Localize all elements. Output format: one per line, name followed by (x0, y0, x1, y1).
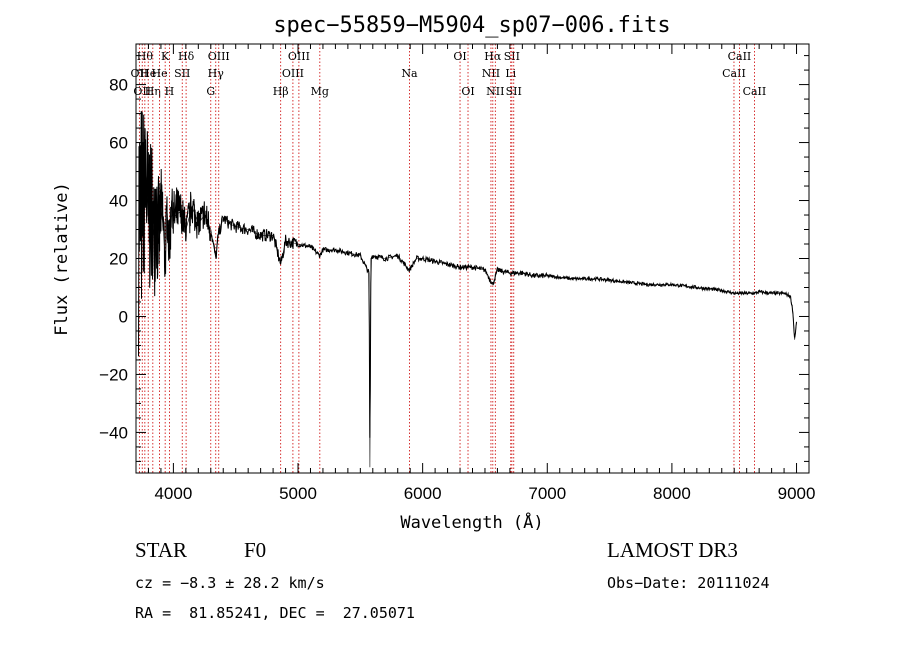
spectral-line-label: NII (482, 67, 500, 80)
y-tick-label: 60 (109, 134, 128, 153)
x-tick-label: 4000 (154, 484, 192, 503)
spectral-line-label: Hβ (273, 85, 289, 98)
spectral-line-label: CaII (743, 85, 767, 98)
spectral-line-label: NII (486, 85, 504, 98)
y-tick-label: 80 (109, 76, 128, 95)
y-tick-label: 40 (109, 192, 128, 211)
x-tick-label: 5000 (279, 484, 317, 503)
survey-name: LAMOST DR3 (607, 538, 738, 562)
spectral-line-label: Mg (311, 85, 329, 98)
spectral-line-label: CaII (722, 67, 746, 80)
spectrum-trace (210, 215, 797, 438)
spectral-line-label: Hα (484, 50, 502, 63)
spectral-line-markers: OII OII Hθ He Hη He K H SII Hδ G Hγ OIII Hβ OIII OIII Mg… (131, 44, 767, 473)
coordinates: RA = 81.85241, DEC = 27.05071 (135, 604, 415, 622)
spectral-line-label: OII (133, 85, 151, 98)
redshift-velocity: cz = −8.3 ± 28.2 km/s (135, 574, 325, 592)
spectrum-data-line (138, 177, 797, 468)
spectral-line-label: SII (174, 67, 190, 80)
spectral-line-label: Hθ (137, 50, 154, 63)
spectral-line-label: Hη (145, 85, 161, 98)
x-tick-label: 7000 (528, 484, 566, 503)
spectral-line-label: OIII (288, 50, 310, 63)
x-tick-label: 6000 (404, 484, 442, 503)
spectral-line-label: G (206, 85, 215, 98)
spectral-line-label: K (161, 50, 170, 63)
y-axis-label: Flux (relative) (52, 182, 72, 336)
spectral-line-label: OIII (208, 50, 230, 63)
y-tick-label: −40 (99, 423, 128, 442)
object-subclass: F0 (244, 538, 267, 562)
spectral-line-label: Na (401, 67, 418, 80)
spectral-line-label: He (140, 67, 156, 80)
spectral-line-label: OII (131, 67, 149, 80)
spectral-line-label: He (152, 67, 168, 80)
chart-title: spec−55859−M5904_sp07−006.fits (273, 13, 670, 38)
y-tick-label: 0 (119, 307, 128, 326)
spectral-line-label: Li (505, 67, 516, 80)
spectral-line-label: Hδ (178, 50, 195, 63)
axis-ticks: 4000 5000 6000 7000 8000 9000 −40 −20 0 20 40 60 80 (99, 44, 815, 503)
spectral-line-label: OI (453, 50, 466, 63)
y-tick-label: 20 (109, 250, 128, 269)
plot-frame (135, 43, 810, 474)
spectrum-layer (138, 110, 797, 468)
x-tick-label: 8000 (653, 484, 691, 503)
spectral-line-label: SII (504, 50, 520, 63)
spectral-line-label: Hγ (208, 67, 225, 80)
spectral-line-label: CaII (728, 50, 752, 63)
observation-date: Obs−Date: 20111024 (607, 574, 770, 592)
spectral-line-label: OIII (282, 67, 304, 80)
x-axis-label: Wavelength (Å) (400, 511, 543, 533)
y-tick-label: −20 (99, 365, 128, 384)
spectral-line-label: SII (506, 85, 522, 98)
x-tick-label: 9000 (778, 484, 816, 503)
object-class: STAR (135, 538, 187, 562)
spectral-line-label: H (165, 85, 175, 98)
spectral-line-label: OI (461, 85, 474, 98)
spectrum-noise-trace (138, 110, 212, 357)
